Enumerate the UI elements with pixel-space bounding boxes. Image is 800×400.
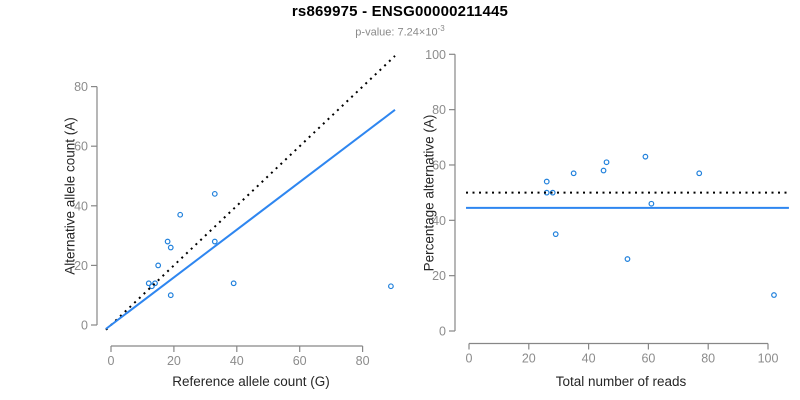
y-tick-label: 40 <box>74 199 88 213</box>
y-tick-label: 60 <box>432 158 446 172</box>
y-tick-label: 0 <box>81 319 88 333</box>
data-point <box>771 292 777 298</box>
percentage-vs-coverage-scatter: 0 20 40 60 80 100 0 20 40 60 80 100 <box>425 48 789 366</box>
data-point <box>648 200 655 207</box>
left-x-axis-label: Reference allele count (G) <box>172 374 330 389</box>
pvalue-exponent: -3 <box>437 24 445 33</box>
data-point <box>570 170 577 177</box>
data-point <box>552 231 559 238</box>
pvalue-subtitle: p-value: 7.24×10-3 <box>0 24 800 39</box>
data-point <box>177 211 184 218</box>
x-tick-label: 20 <box>522 352 536 366</box>
y-tick-label: 0 <box>439 325 446 339</box>
data-point <box>145 280 152 287</box>
x-tick-label: 20 <box>167 354 181 368</box>
left-y-axis-label: Alternative allele count (A) <box>62 117 78 275</box>
data-point <box>624 256 631 262</box>
data-point <box>155 262 162 269</box>
data-point <box>211 238 218 245</box>
data-point <box>211 190 218 197</box>
y-tick-label: 20 <box>432 269 446 283</box>
x-tick-label: 0 <box>466 352 473 366</box>
data-point <box>167 292 174 299</box>
data-point <box>148 283 155 290</box>
data-point <box>230 280 237 287</box>
y-tick-label: 20 <box>74 259 88 273</box>
data-point <box>152 280 158 287</box>
x-tick-label: 40 <box>230 354 244 368</box>
data-point <box>642 153 649 160</box>
x-tick-label: 40 <box>582 352 596 366</box>
x-tick-label: 80 <box>356 354 370 368</box>
x-tick-label: 60 <box>641 352 655 366</box>
data-point <box>603 159 610 166</box>
y-tick-label: 100 <box>425 48 446 62</box>
pvalue-text: p-value: 7.24×10 <box>355 26 438 39</box>
identity-line <box>105 55 396 331</box>
x-tick-label: 0 <box>108 354 115 368</box>
figure-title: rs869975 - ENSG00000211445 <box>291 3 509 20</box>
x-tick-label: 80 <box>701 352 715 366</box>
data-point <box>600 167 607 174</box>
data-point <box>696 170 703 177</box>
right-x-axis-label: Total number of reads <box>555 374 687 389</box>
data-point <box>164 238 171 245</box>
allele-counts-scatter: 0 20 40 60 80 0 20 40 60 80 <box>74 55 396 368</box>
regression-line <box>105 109 396 330</box>
x-tick-label: 100 <box>758 352 779 366</box>
data-point <box>543 178 550 185</box>
data-point <box>388 283 394 290</box>
y-tick-label: 60 <box>74 140 88 154</box>
data-point <box>549 189 556 196</box>
right-y-axis-label: Percentage alternative (A) <box>421 114 437 272</box>
data-point <box>167 244 174 251</box>
y-tick-label: 80 <box>74 80 88 94</box>
y-tick-label: 40 <box>432 214 446 228</box>
y-tick-label: 80 <box>432 103 446 117</box>
x-tick-label: 60 <box>293 354 307 368</box>
